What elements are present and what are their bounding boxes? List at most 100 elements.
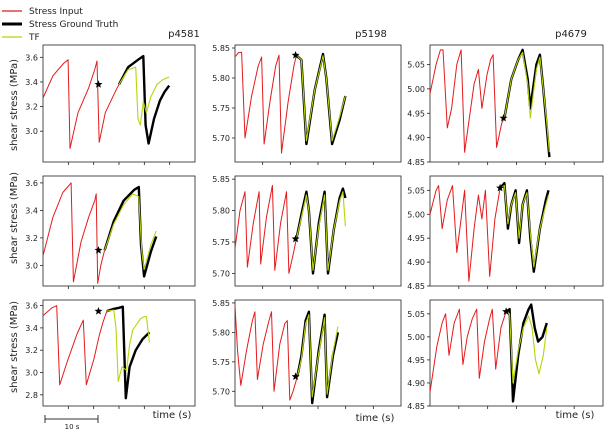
time-scale-bar: 10 s	[44, 415, 99, 431]
series-input-p4679-row3	[429, 308, 507, 393]
ytick-label-p5198-row3-2: 5.80	[212, 328, 230, 337]
xlabel-col-1: time (s)	[153, 410, 192, 421]
ytick-label-p4581-row3-1: 3.0	[25, 369, 38, 378]
series-tf-p4581-row1	[118, 66, 170, 126]
ytick-label-p5198-row1-1: 5.75	[212, 104, 230, 113]
ytick-label-p4679-row1-3: 5.00	[407, 85, 425, 94]
ytick-label-p5198-row2-0: 5.70	[212, 269, 230, 278]
ytick-label-p5198-row1-0: 5.70	[212, 134, 230, 143]
ylabel-row-3: shear stress (MPa)	[9, 301, 20, 393]
series-input-p5198-row1	[234, 51, 297, 154]
prediction-start-star-p5198-row2	[291, 234, 300, 243]
ytick-label-p4679-row3-0: 4.85	[407, 402, 425, 411]
ytick-label-p5198-row2-1: 5.75	[212, 238, 230, 247]
ytick-label-p5198-row2-3: 5.85	[212, 175, 230, 184]
xlabel-col-2: time (s)	[356, 413, 395, 424]
ytick-label-p5198-row3-1: 5.75	[212, 358, 230, 367]
prediction-start-star-p4679-row2	[496, 183, 505, 192]
ytick-label-p4679-row3-4: 5.05	[407, 310, 425, 319]
panels-group: 3.0 3.2 3.4 3.6 5.70 5.75 5.80 5.85 4.85 4.90 4.95…	[25, 44, 604, 411]
ytick-label-p4581-row3-0: 2.8	[25, 391, 38, 400]
ytick-label-p4581-row3-4: 3.6	[25, 302, 38, 311]
legend-label-input: Stress Input	[29, 7, 83, 17]
ytick-label-p4679-row2-3: 5.00	[407, 210, 425, 219]
ylabel-row-1: shear stress (MPa)	[9, 59, 20, 151]
ytick-label-p4581-row2-3: 3.6	[25, 179, 38, 188]
panel-frame-p4679-row3	[429, 299, 604, 407]
column-title-p4581: p4581	[168, 29, 200, 40]
ytick-label-p4581-row1-0: 3.0	[25, 127, 38, 136]
panel-frame-p4581-row2	[42, 175, 196, 287]
panel-p4581-row2: 3.0 3.2 3.4 3.6	[25, 175, 196, 289]
panel-p4679-row3: 4.85 4.90 4.95 5.00 5.05	[407, 299, 604, 411]
prediction-start-star-p5198-row3	[291, 372, 300, 380]
xlabel-col-3: time (s)	[556, 410, 595, 421]
scale-bar-label: 10 s	[65, 423, 80, 431]
panel-p4581-row1: 3.0 3.2 3.4 3.6	[25, 44, 196, 165]
panel-p4679-row1: 4.85 4.90 4.95 5.00 5.05	[407, 44, 604, 167]
ytick-label-p4679-row1-1: 4.90	[407, 134, 425, 143]
column-title-p4679: p4679	[555, 29, 587, 40]
ytick-label-p4679-row2-0: 4.85	[407, 282, 425, 291]
ytick-label-p4679-row3-1: 4.90	[407, 379, 425, 388]
ytick-label-p4581-row3-3: 3.4	[25, 324, 38, 333]
series-tf-p4679-row3	[505, 311, 548, 384]
ytick-label-p4679-row2-1: 4.90	[407, 258, 425, 267]
panel-frame-p4581-row3	[42, 299, 196, 407]
ytick-label-p4581-row1-3: 3.6	[25, 53, 38, 62]
ytick-label-p4679-row3-3: 5.00	[407, 333, 425, 342]
series-tf-p4679-row2	[499, 185, 550, 268]
prediction-start-star-p4679-row1	[499, 113, 508, 122]
panel-p5198-row2: 5.70 5.75 5.80 5.85	[212, 175, 402, 289]
ytick-label-p5198-row3-3: 5.85	[212, 299, 230, 308]
series-truth-p4679-row2	[499, 181, 550, 273]
series-input-p4581-row2	[42, 182, 106, 284]
series-truth-p4581-row1	[117, 54, 171, 145]
series-tf-p4581-row3	[106, 309, 150, 383]
series-tf-p5198-row1	[296, 54, 346, 142]
panel-p5198-row3: 5.70 5.75 5.80 5.85	[212, 299, 402, 409]
prediction-start-star-p5198-row1	[291, 51, 300, 59]
ytick-label-p5198-row1-3: 5.85	[212, 44, 230, 53]
series-tf-p4581-row2	[104, 193, 157, 271]
ytick-label-p4581-row2-1: 3.2	[25, 234, 38, 243]
ytick-label-p4581-row2-2: 3.4	[25, 206, 38, 215]
ytick-label-p4581-row1-1: 3.2	[25, 103, 38, 112]
panel-frame-p4581-row1	[42, 44, 196, 163]
ytick-label-p5198-row3-0: 5.70	[212, 387, 230, 396]
panel-p4679-row2: 4.85 4.90 4.95 5.00 5.05	[407, 175, 604, 291]
prediction-start-star-p4581-row3	[94, 307, 103, 315]
prediction-start-star-p4581-row1	[94, 80, 103, 88]
column-title-p5198: p5198	[355, 29, 387, 40]
prediction-start-star-p4679-row3	[502, 307, 511, 315]
ytick-label-p5198-row2-2: 5.80	[212, 207, 230, 216]
ytick-label-p4679-row1-4: 5.05	[407, 61, 425, 70]
series-truth-p4581-row3	[106, 305, 151, 400]
panel-p5198-row1: 5.70 5.75 5.80 5.85	[212, 44, 402, 165]
ytick-label-p4679-row2-4: 5.05	[407, 186, 425, 195]
series-input-p4679-row1	[429, 49, 505, 153]
ytick-label-p4679-row1-2: 4.95	[407, 109, 425, 118]
legend-label-tf: TF	[28, 33, 40, 43]
ytick-label-p5198-row1-2: 5.80	[212, 74, 230, 83]
series-truth-p4581-row2	[103, 185, 158, 278]
ytick-label-p4679-row2-2: 4.95	[407, 234, 425, 243]
series-input-p5198-row3	[234, 305, 298, 401]
series-input-p4581-row3	[42, 305, 108, 386]
ytick-label-p4581-row1-2: 3.4	[25, 78, 38, 87]
panel-p4581-row3: 2.8 3.0 3.2 3.4 3.6	[25, 299, 196, 409]
series-tf-p4679-row1	[503, 51, 550, 153]
series-truth-p4679-row1	[503, 48, 551, 158]
ytick-label-p4679-row1-0: 4.85	[407, 158, 425, 167]
prediction-start-star-p4581-row2	[94, 246, 103, 254]
series-input-p4679-row2	[429, 185, 501, 282]
ylabel-row-2: shear stress (MPa)	[9, 172, 20, 264]
legend: Stress Input Stress Ground Truth TF	[2, 7, 118, 43]
ytick-label-p4581-row2-0: 3.0	[25, 261, 38, 270]
ytick-label-p4581-row3-2: 3.2	[25, 346, 38, 355]
series-truth-p5198-row2	[295, 187, 347, 275]
series-input-p5198-row2	[234, 184, 297, 274]
series-input-p4581-row1	[42, 59, 120, 149]
series-tf-p5198-row2	[295, 191, 346, 271]
